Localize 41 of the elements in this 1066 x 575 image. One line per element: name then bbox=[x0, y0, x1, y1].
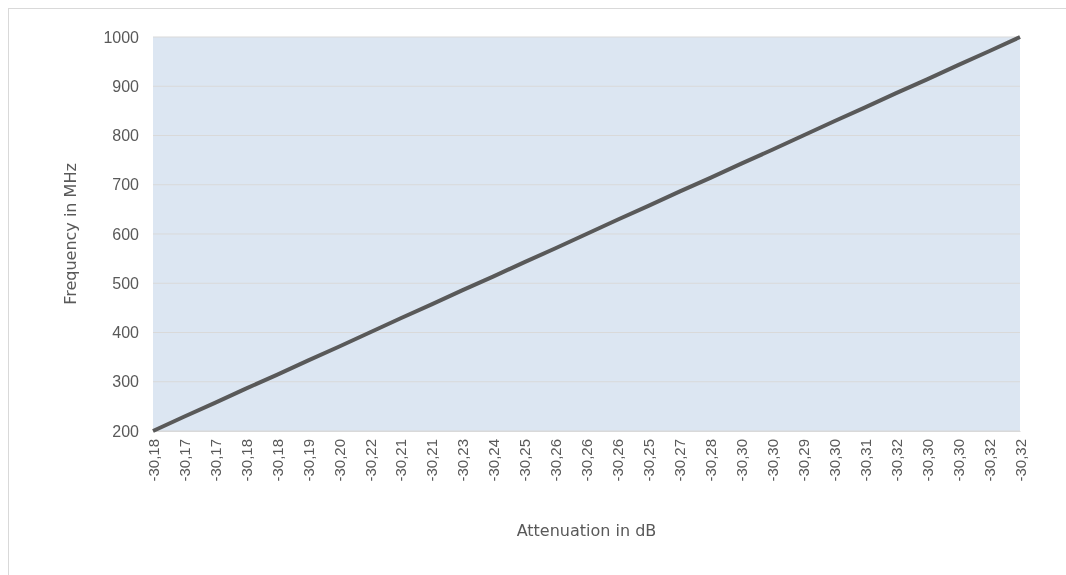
y-tick-label: 300 bbox=[112, 373, 140, 391]
x-tick-label: -30,17 bbox=[206, 439, 224, 482]
x-tick-label: -30,18 bbox=[268, 439, 286, 482]
y-tick-label: 1000 bbox=[103, 28, 140, 46]
x-tick-label: -30,29 bbox=[795, 439, 812, 482]
x-tick-label: -30,30 bbox=[825, 439, 843, 482]
x-tick-label: -30,30 bbox=[918, 439, 936, 482]
x-tick-label: -30,28 bbox=[702, 439, 720, 482]
y-tick-label: 500 bbox=[112, 274, 140, 292]
y-tick-label: 200 bbox=[112, 422, 140, 440]
y-axis-title: Frequency in MHz bbox=[61, 163, 80, 305]
x-tick-label: -30,32 bbox=[887, 439, 905, 482]
x-tick-label: -30,20 bbox=[330, 439, 348, 482]
x-tick-label: -30,30 bbox=[764, 439, 782, 482]
y-tick-label: 700 bbox=[112, 176, 140, 194]
y-tick-label: 600 bbox=[112, 225, 140, 243]
y-tick-label: 900 bbox=[112, 77, 140, 95]
x-tick-label: -30,26 bbox=[547, 439, 565, 482]
x-tick-label: -30,32 bbox=[980, 439, 998, 482]
x-tick-label: -30,21 bbox=[392, 439, 410, 482]
y-tick-label: 400 bbox=[112, 324, 140, 342]
x-tick-label: -30,23 bbox=[454, 439, 472, 482]
x-tick-label: -30,27 bbox=[671, 439, 689, 482]
x-axis-title: Attenuation in dB bbox=[516, 521, 657, 540]
x-tick-label: -30,18 bbox=[144, 439, 162, 482]
x-tick-label: -30,21 bbox=[423, 439, 441, 482]
x-tick-label: -30,32 bbox=[1011, 439, 1029, 482]
x-tick-label: -30,18 bbox=[237, 439, 255, 482]
x-tick-label: -30,17 bbox=[175, 439, 193, 482]
x-tick-label: -30,25 bbox=[640, 439, 658, 482]
x-tick-label: -30,19 bbox=[299, 439, 317, 482]
y-tick-label: 800 bbox=[112, 127, 140, 145]
x-tick-label: -30,25 bbox=[516, 439, 534, 482]
x-tick-label: -30,30 bbox=[949, 439, 967, 482]
x-tick-label: -30,31 bbox=[856, 439, 874, 482]
x-tick-label: -30,26 bbox=[609, 439, 627, 482]
line-series bbox=[151, 35, 1022, 433]
x-tick-label: -30,26 bbox=[578, 439, 596, 482]
x-tick-label: -30,30 bbox=[733, 439, 751, 482]
x-tick-label: -30,24 bbox=[485, 439, 503, 482]
x-tick-label: -30,22 bbox=[361, 439, 379, 482]
